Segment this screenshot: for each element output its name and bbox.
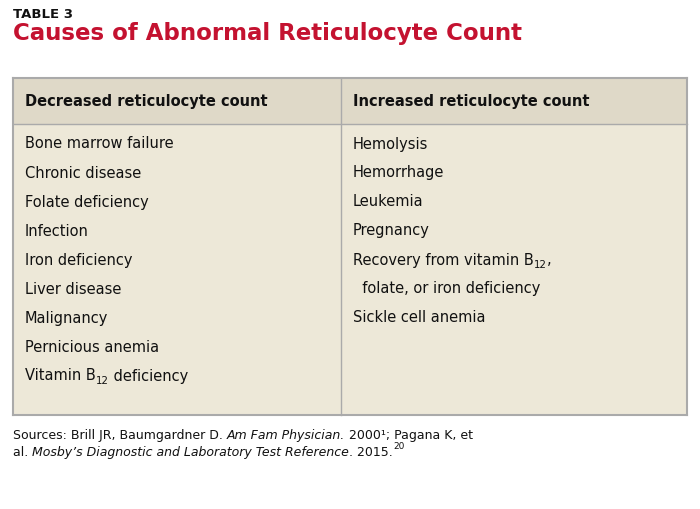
Text: Am Fam Physician.: Am Fam Physician. (227, 429, 345, 442)
Text: 2000¹; Pagana K, et: 2000¹; Pagana K, et (345, 429, 473, 442)
Text: ,: , (547, 252, 552, 268)
Text: folate, or iron deficiency: folate, or iron deficiency (353, 281, 540, 297)
Text: Mosby’s Diagnostic and Laboratory Test Reference: Mosby’s Diagnostic and Laboratory Test R… (32, 446, 349, 459)
Text: deficiency: deficiency (108, 369, 188, 383)
Text: . 2015.: . 2015. (349, 446, 393, 459)
Text: Chronic disease: Chronic disease (25, 165, 141, 181)
Text: al.: al. (13, 446, 32, 459)
Text: Increased reticulocyte count: Increased reticulocyte count (353, 94, 589, 108)
Text: 12: 12 (533, 260, 547, 270)
Text: 20: 20 (393, 442, 405, 451)
Text: Malignancy: Malignancy (25, 310, 108, 325)
Text: Bone marrow failure: Bone marrow failure (25, 136, 174, 152)
Bar (13, 78, 687, 124)
Text: Sources: Brill JR, Baumgardner D.: Sources: Brill JR, Baumgardner D. (13, 429, 227, 442)
Text: Leukemia: Leukemia (353, 194, 424, 210)
Text: Hemorrhage: Hemorrhage (353, 165, 444, 181)
Text: Decreased reticulocyte count: Decreased reticulocyte count (25, 94, 267, 108)
Text: Sickle cell anemia: Sickle cell anemia (353, 310, 486, 325)
Text: TABLE 3: TABLE 3 (13, 8, 73, 21)
Text: Iron deficiency: Iron deficiency (25, 252, 132, 268)
Text: 12: 12 (96, 376, 108, 386)
Text: Hemolysis: Hemolysis (353, 136, 428, 152)
Text: Pernicious anemia: Pernicious anemia (25, 340, 159, 354)
Text: Causes of Abnormal Reticulocyte Count: Causes of Abnormal Reticulocyte Count (13, 22, 522, 45)
Text: Infection: Infection (25, 223, 89, 239)
Text: Liver disease: Liver disease (25, 281, 121, 297)
Text: Folate deficiency: Folate deficiency (25, 194, 148, 210)
Text: Pregnancy: Pregnancy (353, 223, 430, 239)
Bar (13, 78, 687, 415)
Text: Recovery from vitamin B: Recovery from vitamin B (353, 252, 533, 268)
Text: Vitamin B: Vitamin B (25, 369, 96, 383)
